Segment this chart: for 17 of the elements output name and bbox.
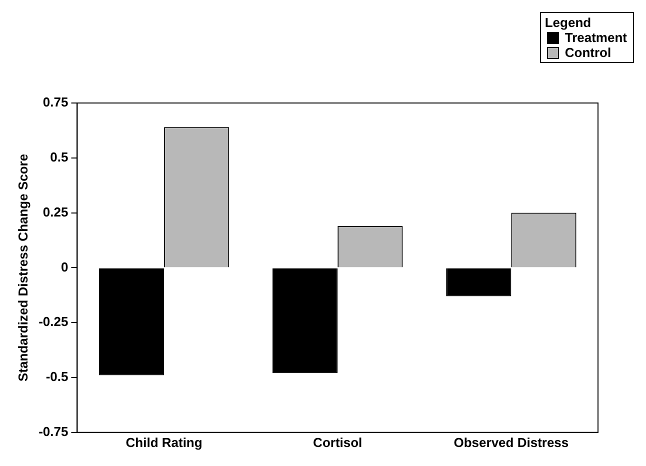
y-tick-label: -0.25 <box>38 314 68 330</box>
legend-label: Treatment <box>564 30 627 45</box>
y-tick-label: -0.75 <box>38 424 68 439</box>
legend-label: Control <box>564 45 612 60</box>
x-tick-label: Cortisol <box>313 434 362 450</box>
y-tick-label: 0.75 <box>42 94 68 110</box>
legend-title: Legend <box>544 15 592 30</box>
y-tick-label: 0.5 <box>50 149 68 164</box>
bar <box>98 268 164 376</box>
x-tick-label: Observed Distress <box>454 434 569 450</box>
bar <box>446 268 512 296</box>
bar <box>272 268 338 374</box>
y-tick-label: -0.5 <box>46 369 68 384</box>
y-axis-title: Standardized Distress Change Score <box>15 154 30 382</box>
x-tick-label: Child Rating <box>126 434 202 450</box>
y-tick-label: 0 <box>60 259 68 274</box>
y-tick-label: 0.25 <box>42 204 68 220</box>
